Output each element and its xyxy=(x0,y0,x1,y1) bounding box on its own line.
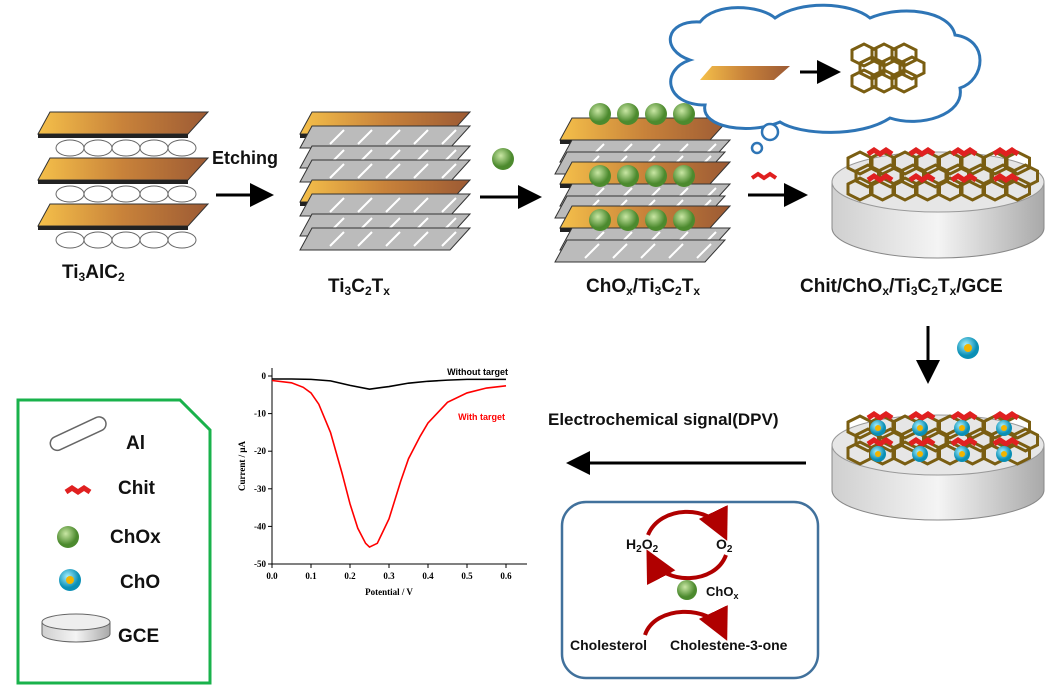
x-tick-label: 0.0 xyxy=(266,571,278,581)
material-stacks xyxy=(37,103,732,263)
reaction-product: Cholestene-3-one xyxy=(670,637,788,653)
y-tick-label: -20 xyxy=(254,446,266,456)
series-line-without-target xyxy=(272,378,506,390)
x-tick-label: 0.2 xyxy=(344,571,356,581)
label-electrode: Chit/ChOx/Ti3C2Tx/GCE xyxy=(800,276,1003,298)
y-tick-label: -10 xyxy=(254,409,266,419)
label-ti3alc2: Ti3AlC2 xyxy=(62,262,125,284)
chox-sphere-icon xyxy=(677,580,697,600)
x-tick-label: 0.4 xyxy=(422,571,434,581)
cylinder-icon xyxy=(49,416,107,452)
chitosan-icon xyxy=(64,484,92,496)
label-etching: Etching xyxy=(212,148,278,168)
y-tick-label: -50 xyxy=(254,559,266,569)
legend-label-chox: ChOx xyxy=(110,527,161,548)
reaction-enzyme: ChOx xyxy=(706,584,739,601)
x-tick-label: 0.5 xyxy=(461,571,473,581)
y-tick-label: -40 xyxy=(254,521,266,531)
x-tick-label: 0.6 xyxy=(500,571,512,581)
legend-box xyxy=(16,398,212,685)
reaction-h2o2: H2O2 xyxy=(626,536,659,555)
series-label: With target xyxy=(458,412,505,422)
y-axis-label: Current / μA xyxy=(237,441,247,491)
label-ti3c2tx: Ti3C2Tx xyxy=(328,276,390,298)
series-line-with-target xyxy=(271,379,507,549)
reaction-substrate: Cholesterol xyxy=(570,637,648,653)
label-signal: Electrochemical signal(DPV) xyxy=(548,410,779,429)
chox-sphere-icon xyxy=(492,148,514,170)
electrode-disk-icon xyxy=(41,613,111,643)
electrode-2 xyxy=(831,410,1045,521)
y-tick-label: -30 xyxy=(254,484,266,494)
legend-label-cho: ChO xyxy=(120,572,161,593)
chitosan-icon xyxy=(750,171,778,181)
x-tick-label: 0.3 xyxy=(383,571,395,581)
dpv-chart: 0.0 0.1 0.2 0.3 0.4 0.5 0.6 0 -10 -20 -30 -40 -50 Pot… xyxy=(237,367,527,597)
y-tick-label: 0 xyxy=(262,371,267,381)
label-chox-ti3c2tx: ChOx/Ti3C2Tx xyxy=(586,276,701,298)
reaction-o2: O2 xyxy=(716,536,733,555)
x-tick-label: 0.1 xyxy=(305,571,317,581)
x-axis-label: Potential / V xyxy=(365,587,413,597)
electrode-1 xyxy=(831,146,1045,259)
legend-label-gce: GCE xyxy=(118,626,160,647)
legend-label-al: Al xyxy=(126,433,145,454)
chox-sphere-icon xyxy=(57,526,79,548)
legend-label-chit: Chit xyxy=(118,478,155,499)
series-label: Without target xyxy=(447,367,508,377)
